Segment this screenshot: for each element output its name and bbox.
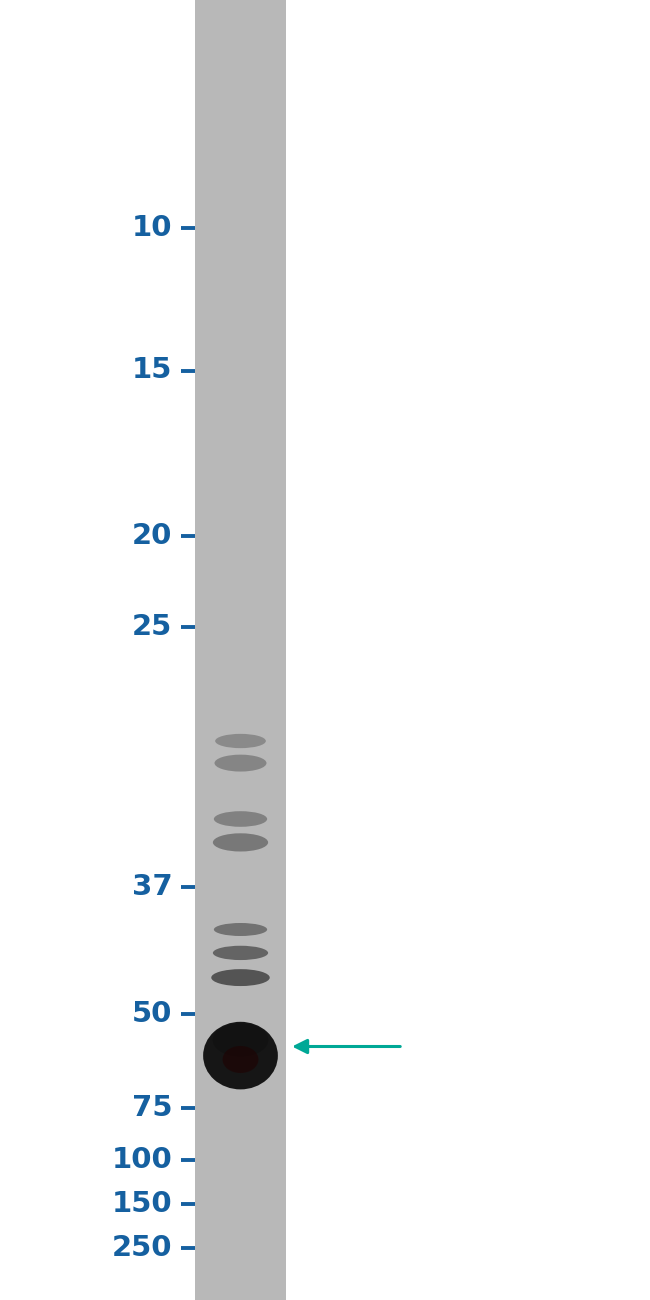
Text: 20: 20 xyxy=(132,521,172,550)
Ellipse shape xyxy=(203,1022,278,1089)
Text: 37: 37 xyxy=(131,872,172,901)
Text: 50: 50 xyxy=(132,1000,172,1028)
Ellipse shape xyxy=(213,833,268,852)
Ellipse shape xyxy=(214,754,266,772)
Ellipse shape xyxy=(222,1046,259,1072)
Text: 150: 150 xyxy=(112,1190,172,1218)
Ellipse shape xyxy=(214,811,267,827)
Ellipse shape xyxy=(211,970,270,985)
Ellipse shape xyxy=(213,1023,268,1057)
Text: 100: 100 xyxy=(112,1145,172,1174)
Text: 15: 15 xyxy=(132,356,172,385)
Ellipse shape xyxy=(215,733,266,749)
Bar xyxy=(195,0,286,1300)
Text: 250: 250 xyxy=(112,1234,172,1262)
Text: 75: 75 xyxy=(132,1093,172,1122)
Ellipse shape xyxy=(213,946,268,959)
Text: 10: 10 xyxy=(132,213,172,242)
Text: 25: 25 xyxy=(132,612,172,641)
Ellipse shape xyxy=(214,923,267,936)
